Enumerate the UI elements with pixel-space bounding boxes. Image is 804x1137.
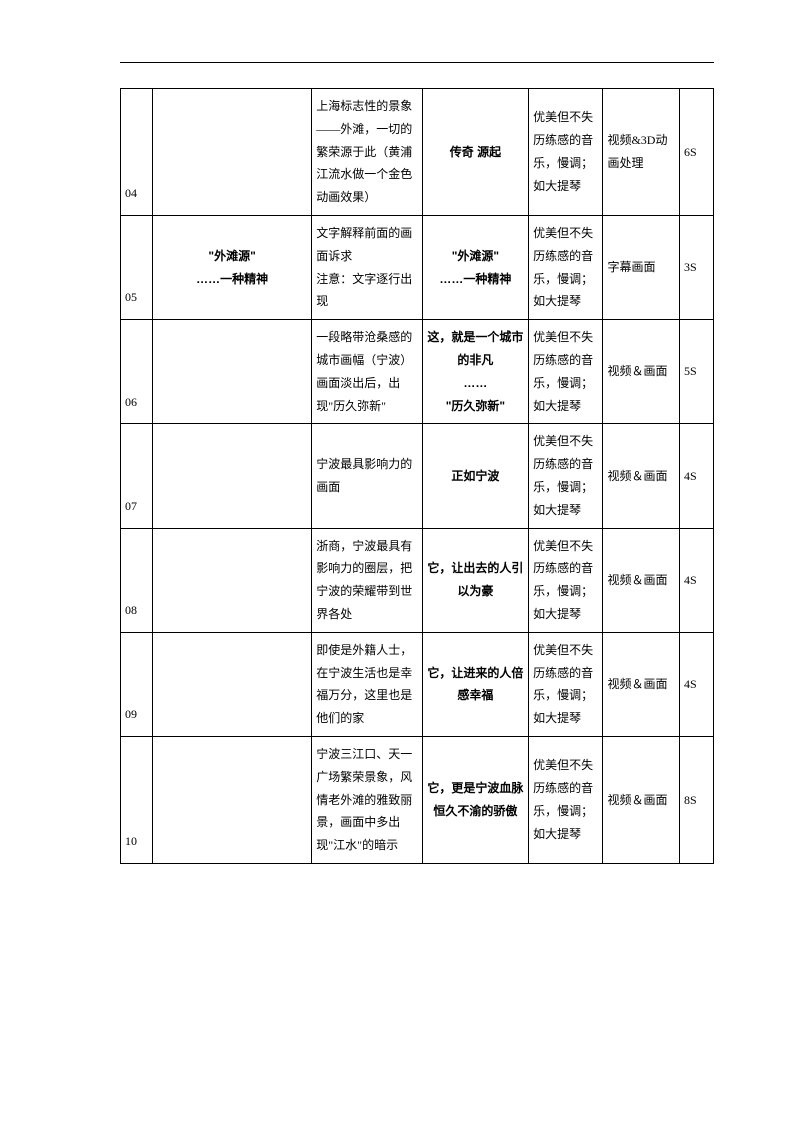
cell-time: 4S	[679, 424, 713, 528]
cell-num: 09	[121, 632, 153, 736]
cell-img	[152, 528, 311, 632]
cell-video: 字幕画面	[603, 215, 680, 319]
cell-desc: 一段略带沧桑感的城市画幅（宁波）画面淡出后，出现"历久弥新"	[312, 320, 423, 424]
cell-title: 这，就是一个城市的非凡……"历久弥新"	[422, 320, 528, 424]
cell-title: 它，让进来的人倍感幸福	[422, 632, 528, 736]
cell-audio: 优美但不失历练感的音乐，慢调；如大提琴	[529, 215, 603, 319]
cell-time: 3S	[679, 215, 713, 319]
cell-time: 4S	[679, 632, 713, 736]
cell-title: 它，让出去的人引以为豪	[422, 528, 528, 632]
cell-video: 视频＆画面	[603, 736, 680, 863]
cell-video: 视频＆画面	[603, 320, 680, 424]
table-row: 08 浙商，宁波最具有影响力的圈层，把宁波的荣耀带到世界各处 它，让出去的人引以…	[121, 528, 714, 632]
cell-audio: 优美但不失历练感的音乐，慢调；如大提琴	[529, 632, 603, 736]
table-row: 05 "外滩源"……一种精神 文字解释前面的画面诉求注意：文字逐行出现 "外滩源…	[121, 215, 714, 319]
storyboard-table: 04 上海标志性的景象——外滩，一切的繁荣源于此（黄浦江流水做一个金色动画效果）…	[120, 88, 714, 864]
cell-num: 06	[121, 320, 153, 424]
cell-img	[152, 320, 311, 424]
cell-img	[152, 424, 311, 528]
table-row: 10 宁波三江口、天一广场繁荣景象，风情老外滩的雅致丽景，画面中多出现"江水"的…	[121, 736, 714, 863]
cell-video: 视频＆画面	[603, 424, 680, 528]
cell-img	[152, 632, 311, 736]
cell-desc: 上海标志性的景象——外滩，一切的繁荣源于此（黄浦江流水做一个金色动画效果）	[312, 89, 423, 216]
cell-num: 05	[121, 215, 153, 319]
cell-desc: 宁波最具影响力的画面	[312, 424, 423, 528]
cell-desc: 宁波三江口、天一广场繁荣景象，风情老外滩的雅致丽景，画面中多出现"江水"的暗示	[312, 736, 423, 863]
cell-num: 07	[121, 424, 153, 528]
cell-audio: 优美但不失历练感的音乐，慢调；如大提琴	[529, 89, 603, 216]
header-rule	[120, 62, 714, 63]
cell-audio: 优美但不失历练感的音乐，慢调；如大提琴	[529, 320, 603, 424]
cell-img	[152, 736, 311, 863]
cell-audio: 优美但不失历练感的音乐，慢调；如大提琴	[529, 424, 603, 528]
table-row: 04 上海标志性的景象——外滩，一切的繁荣源于此（黄浦江流水做一个金色动画效果）…	[121, 89, 714, 216]
cell-time: 6S	[679, 89, 713, 216]
cell-img: "外滩源"……一种精神	[152, 215, 311, 319]
cell-num: 10	[121, 736, 153, 863]
cell-video: 视频&3D动画处理	[603, 89, 680, 216]
cell-desc: 浙商，宁波最具有影响力的圈层，把宁波的荣耀带到世界各处	[312, 528, 423, 632]
cell-desc: 文字解释前面的画面诉求注意：文字逐行出现	[312, 215, 423, 319]
cell-time: 8S	[679, 736, 713, 863]
cell-desc: 即使是外籍人士，在宁波生活也是幸福万分，这里也是他们的家	[312, 632, 423, 736]
cell-title: 它，更是宁波血脉恒久不渝的骄傲	[422, 736, 528, 863]
cell-time: 4S	[679, 528, 713, 632]
cell-num: 08	[121, 528, 153, 632]
table-row: 07 宁波最具影响力的画面 正如宁波 优美但不失历练感的音乐，慢调；如大提琴 视…	[121, 424, 714, 528]
cell-num: 04	[121, 89, 153, 216]
table-row: 06 一段略带沧桑感的城市画幅（宁波）画面淡出后，出现"历久弥新" 这，就是一个…	[121, 320, 714, 424]
cell-time: 5S	[679, 320, 713, 424]
table-row: 09 即使是外籍人士，在宁波生活也是幸福万分，这里也是他们的家 它，让进来的人倍…	[121, 632, 714, 736]
cell-title: 正如宁波	[422, 424, 528, 528]
cell-title: 传奇 源起	[422, 89, 528, 216]
cell-video: 视频＆画面	[603, 528, 680, 632]
cell-audio: 优美但不失历练感的音乐，慢调；如大提琴	[529, 736, 603, 863]
cell-video: 视频＆画面	[603, 632, 680, 736]
cell-title: "外滩源"……一种精神	[422, 215, 528, 319]
cell-audio: 优美但不失历练感的音乐，慢调；如大提琴	[529, 528, 603, 632]
table-body: 04 上海标志性的景象——外滩，一切的繁荣源于此（黄浦江流水做一个金色动画效果）…	[121, 89, 714, 864]
cell-img	[152, 89, 311, 216]
